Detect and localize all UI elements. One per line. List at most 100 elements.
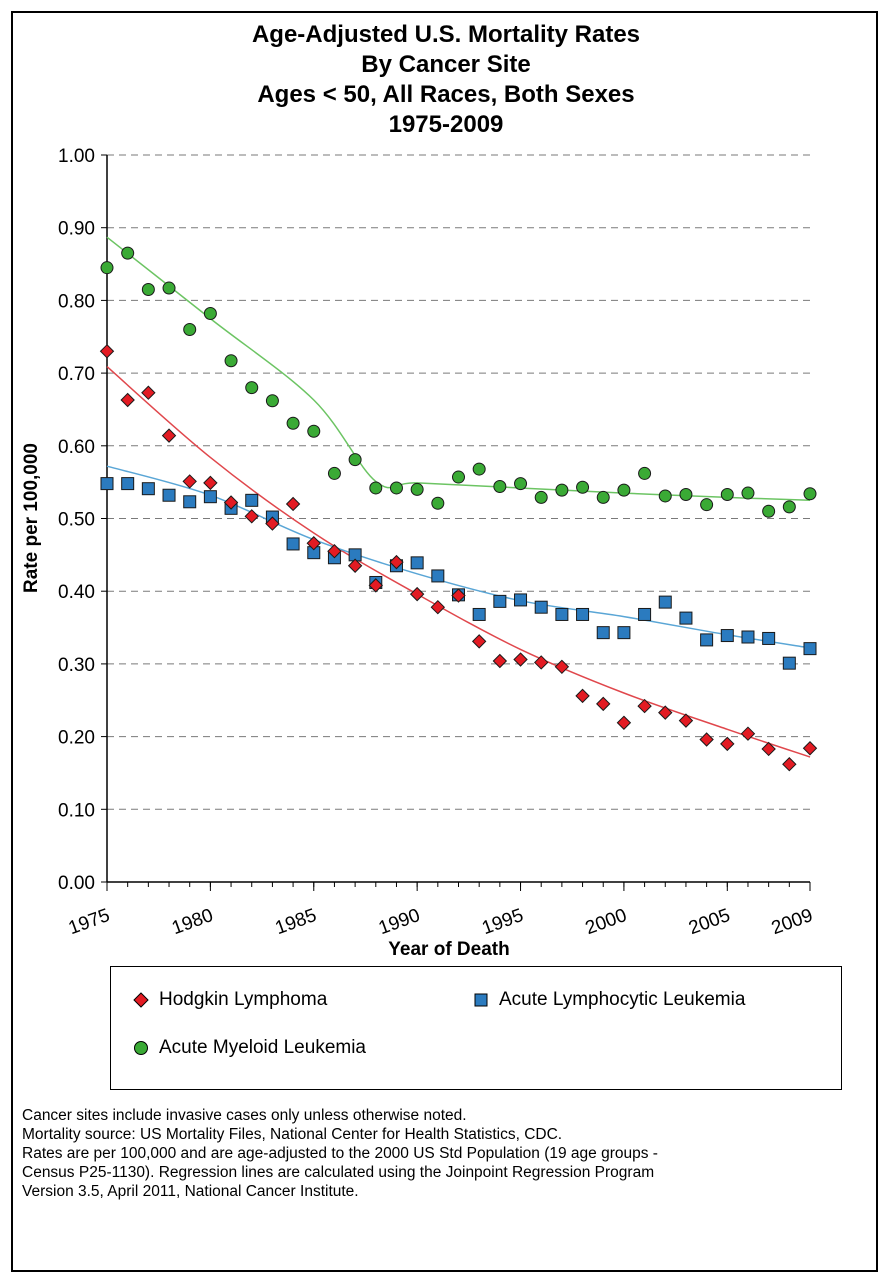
y-tick-label: 0.40 — [58, 582, 95, 603]
hodgkin-point — [389, 554, 404, 570]
hodgkin-point — [678, 713, 694, 728]
y-tick-label: 0.50 — [58, 510, 95, 531]
all-point — [410, 556, 424, 570]
hodgkin-point — [327, 544, 342, 559]
aml-point — [803, 487, 817, 501]
all-point — [741, 630, 755, 644]
all-point — [658, 595, 672, 609]
aml-point — [762, 504, 776, 518]
y-tick-label: 0.00 — [58, 873, 95, 894]
aml-point — [141, 282, 155, 296]
all-point — [638, 607, 652, 621]
hodgkin-point — [616, 715, 632, 730]
hodgkin-point — [203, 475, 218, 491]
scatter-chart: 0.00 0.10 0.20 0.30 0.40 0.50 0.60 0.70 0.80 0.90… — [21, 146, 818, 960]
all-point — [762, 631, 776, 645]
hodgkin-point — [451, 588, 466, 603]
hodgkin-point — [223, 495, 239, 510]
aml-point — [245, 381, 259, 395]
hodgkin-point — [699, 732, 714, 747]
hodgkin-point — [658, 705, 673, 720]
y-axis-label: Rate per 100,000 — [21, 443, 42, 593]
aml-point — [410, 482, 424, 496]
all-point — [514, 593, 528, 607]
regression-line — [106, 366, 811, 758]
aml-point — [741, 486, 755, 500]
note-line: Census P25-1130). Regression lines are c… — [22, 1164, 655, 1181]
hodgkin-point — [161, 428, 177, 443]
figure-frame — [11, 11, 878, 1272]
hodgkin-point — [575, 688, 590, 704]
aml-point — [782, 500, 796, 514]
aml-point — [162, 281, 176, 295]
all-point — [431, 569, 445, 583]
aml-point — [100, 261, 114, 275]
legend-label-aml: Acute Myeloid Leukemia — [159, 1037, 366, 1058]
note-line: Rates are per 100,000 and are age-adjust… — [22, 1145, 658, 1162]
all-point — [700, 633, 714, 647]
hodgkin-point — [782, 757, 797, 772]
x-axis-label: Year of Death — [388, 939, 509, 960]
aml-point — [452, 470, 465, 484]
legend-item-aml: Acute Myeloid Leukemia — [133, 1037, 366, 1059]
aml-point — [224, 354, 238, 368]
hodgkin-point — [554, 659, 570, 675]
all-point — [203, 490, 217, 504]
x-tick-label: 1990 — [376, 905, 423, 939]
all-point — [100, 477, 114, 491]
all-point — [286, 537, 300, 551]
all-point — [803, 642, 817, 656]
hodgkin-point — [409, 586, 425, 602]
aml-point — [596, 490, 610, 504]
hodgkin-point — [761, 741, 776, 757]
all-point — [162, 488, 176, 502]
all-point — [782, 656, 796, 670]
note-line: Cancer sites include invasive cases only… — [22, 1107, 467, 1124]
legend: Hodgkin Lymphoma Acute Lymphocytic Leuke… — [110, 966, 842, 1090]
hodgkin-point — [141, 385, 156, 400]
regression-line — [106, 465, 811, 649]
aml-point — [679, 488, 693, 502]
all-point — [679, 611, 693, 625]
aml-point — [493, 480, 507, 494]
x-tick-label: 1995 — [479, 905, 526, 939]
hodgkin-point — [533, 655, 549, 670]
all-point — [141, 482, 155, 496]
x-tick-label: 2005 — [686, 905, 733, 939]
note-line: Mortality source: US Mortality Files, Na… — [22, 1126, 563, 1143]
axes — [101, 154, 811, 891]
hodgkin-point — [637, 698, 652, 714]
aml-point — [389, 481, 403, 495]
aml-point — [348, 453, 362, 467]
note-line: Version 3.5, April 2011, National Cancer… — [22, 1183, 359, 1200]
aml-point — [265, 394, 279, 408]
aml-point — [720, 488, 734, 502]
x-tick-label: 1980 — [169, 905, 216, 939]
all-point — [472, 607, 486, 621]
hodgkin-point — [492, 653, 508, 669]
square-marker-icon — [474, 993, 488, 1007]
all-point — [555, 607, 569, 621]
legend-label-hodgkin: Hodgkin Lymphoma — [159, 989, 328, 1010]
title-line-4: 1975-2009 — [388, 111, 504, 138]
all-point — [596, 626, 610, 640]
legend-item-hodgkin: Hodgkin Lymphoma — [133, 989, 327, 1011]
hodgkin-point — [596, 696, 611, 712]
aml-point — [431, 496, 445, 510]
y-tick-label: 0.60 — [58, 437, 95, 458]
aml-point — [369, 481, 383, 495]
all-point — [493, 594, 507, 608]
title-line-2: By Cancer Site — [361, 51, 531, 78]
y-tick-labels: 0.00 0.10 0.20 0.30 0.40 0.50 0.60 0.70 0.80 0.90… — [58, 146, 95, 894]
hodgkin-point — [120, 392, 135, 408]
aml-point — [576, 480, 590, 494]
hodgkin-point — [285, 496, 301, 512]
chart-title: Age-Adjusted U.S. Mortality Rates By Can… — [0, 20, 892, 140]
aml-point — [203, 306, 217, 320]
hodgkin-point — [99, 344, 115, 359]
all-point — [121, 477, 135, 491]
diamond-marker-icon — [133, 992, 149, 1008]
y-tick-label: 0.90 — [58, 219, 95, 240]
aml-point — [121, 246, 135, 260]
aml-point — [307, 424, 321, 438]
